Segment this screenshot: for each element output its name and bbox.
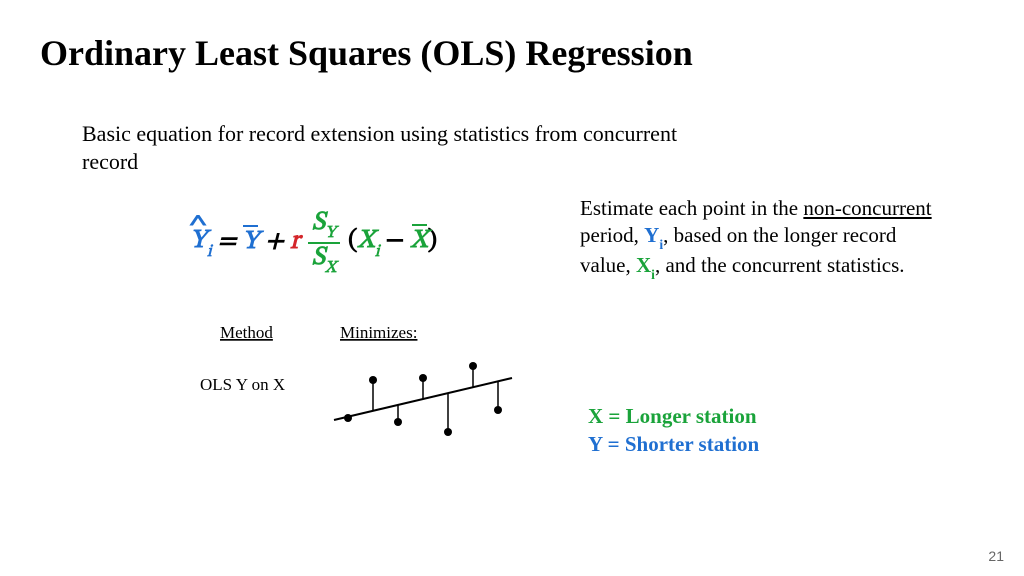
eq-sy-sub: Y bbox=[325, 225, 336, 242]
eq-xi-sub: i bbox=[375, 244, 380, 261]
desc-yi-sub: i bbox=[659, 237, 663, 252]
eq-yhat: Y bbox=[190, 228, 207, 254]
eq-sx-sub: X bbox=[325, 260, 336, 277]
desc-mid1: period, bbox=[580, 223, 644, 247]
legend-y: Y = Shorter station bbox=[588, 430, 759, 458]
eq-fraction: SY SX bbox=[308, 210, 340, 276]
diagram-scatter bbox=[334, 362, 512, 436]
legend: X = Longer station Y = Shorter station bbox=[588, 402, 759, 459]
legend-x: X = Longer station bbox=[588, 402, 759, 430]
eq-xbar: X bbox=[411, 225, 428, 258]
eq-xi: X bbox=[357, 228, 374, 254]
eq-ybar: Y bbox=[242, 226, 259, 259]
eq-plus: + bbox=[265, 226, 284, 259]
diagram-method-label: Method bbox=[220, 323, 273, 342]
eq-sx: S bbox=[312, 245, 325, 271]
intro-text: Basic equation for record extension usin… bbox=[82, 120, 702, 175]
eq-equals: = bbox=[218, 226, 237, 259]
desc-yi: Y bbox=[644, 223, 659, 247]
diagram-minimizes-label: Minimizes: bbox=[340, 323, 417, 342]
desc-pre: Estimate each point in the bbox=[580, 196, 803, 220]
ols-equation: Yi = Y + r SY SX (Xi − X) bbox=[190, 210, 437, 276]
desc-xi-sub: i bbox=[651, 267, 655, 282]
page-title: Ordinary Least Squares (OLS) Regression bbox=[40, 32, 693, 74]
method-diagram: Method Minimizes: OLS Y on X bbox=[200, 320, 530, 470]
page-number: 21 bbox=[988, 548, 1004, 564]
eq-sy: S bbox=[312, 210, 325, 236]
diagram-method-value: OLS Y on X bbox=[200, 375, 285, 394]
eq-minus: − bbox=[380, 228, 411, 254]
desc-xi: X bbox=[636, 253, 651, 277]
desc-underlined: non-concurrent bbox=[803, 196, 931, 220]
description-text: Estimate each point in the non-concurren… bbox=[580, 195, 940, 282]
desc-post: , and the concurrent statistics. bbox=[655, 253, 905, 277]
eq-rp: ) bbox=[428, 228, 437, 254]
eq-yhat-sub: i bbox=[207, 244, 212, 261]
eq-r: r bbox=[290, 226, 300, 259]
